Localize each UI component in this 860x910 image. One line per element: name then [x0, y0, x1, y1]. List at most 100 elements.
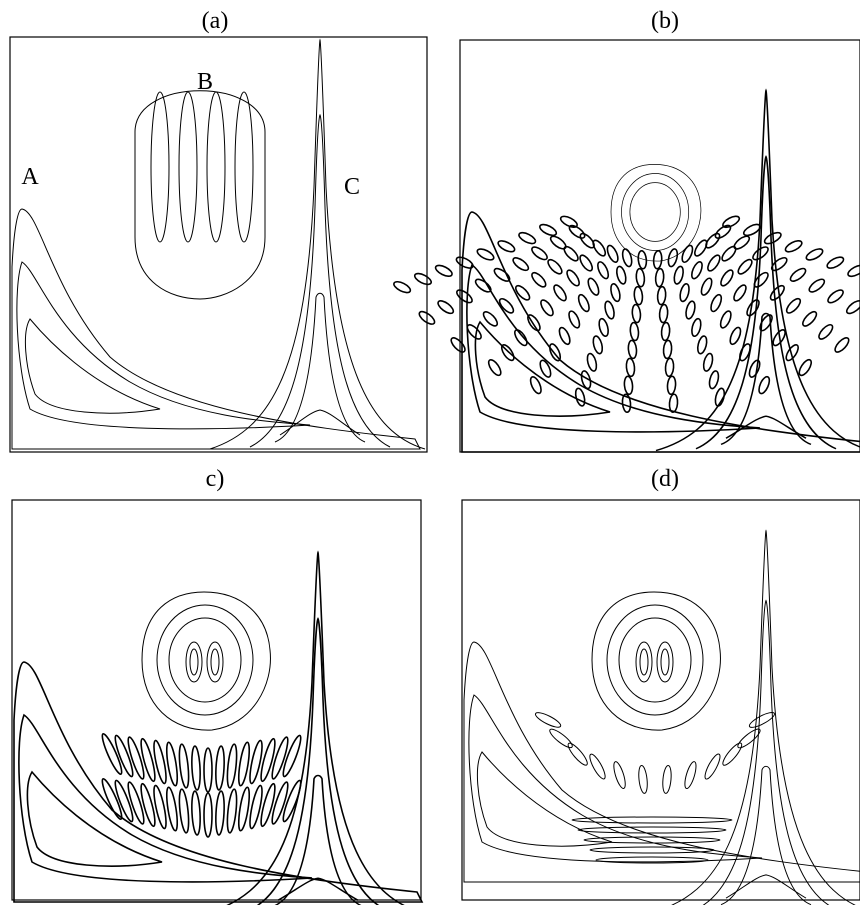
- contour-ripple: [248, 740, 265, 785]
- contour-ripple: [455, 255, 475, 270]
- contour-ripple: [636, 268, 646, 287]
- contour-ripple: [526, 313, 543, 332]
- contour-ripple: [655, 268, 664, 287]
- contour-ripple: [578, 253, 595, 272]
- contour-ripple: [657, 286, 666, 305]
- contour-ripple: [833, 336, 851, 355]
- contour-ripple: [565, 268, 582, 287]
- contour-ripple: [165, 742, 180, 787]
- contour-ripple: [586, 277, 601, 297]
- contour-ripple: [178, 744, 191, 789]
- panel-d: [462, 500, 860, 905]
- contour-ripple: [392, 280, 412, 295]
- contour-ripple: [673, 265, 685, 284]
- contour-ripple: [215, 791, 225, 835]
- contour-ripple: [567, 310, 582, 330]
- contour-ripple: [152, 740, 169, 785]
- contour-ripple: [745, 298, 762, 317]
- panel-label: (d): [651, 466, 679, 492]
- contour-ripple: [638, 250, 648, 269]
- contour-ripple: [747, 359, 762, 379]
- contour-ripple: [667, 376, 676, 395]
- contour-ripple: [204, 748, 212, 792]
- contour-ripple: [663, 340, 672, 359]
- contour-ripple: [630, 322, 640, 341]
- contour-ripple: [538, 222, 558, 237]
- panel-a: A B C: [10, 37, 427, 452]
- contour-ripple: [497, 239, 517, 254]
- contour-ripple: [758, 313, 775, 332]
- contour-ripple: [587, 752, 608, 780]
- contour-ripple: [626, 358, 636, 377]
- contour-ripple: [539, 298, 556, 317]
- contour-ripple: [662, 765, 673, 794]
- contour-b: [135, 91, 265, 299]
- contour-ripple: [683, 761, 699, 790]
- contour-ripple: [661, 322, 670, 341]
- contour-ripple: [609, 283, 621, 302]
- contour-ripple: [566, 741, 590, 768]
- contour-ripple: [628, 340, 638, 359]
- contour-ripple: [708, 370, 720, 389]
- contour-ripple: [413, 271, 433, 286]
- contour-ripple: [728, 326, 743, 346]
- contour-ripple: [548, 342, 563, 362]
- contour-ripple: [538, 359, 553, 379]
- contour-ripple: [634, 286, 644, 305]
- contour-ripple: [801, 310, 819, 329]
- contour-ripple: [603, 300, 615, 319]
- contour-ripple: [226, 744, 239, 789]
- contour-ripple: [719, 268, 736, 287]
- contour-ripple: [517, 230, 537, 245]
- figure: (a) (b) c) (d) A B C: [0, 0, 860, 905]
- contour-ripple: [514, 284, 532, 303]
- contour-ripple: [659, 304, 668, 323]
- contour-ripple: [436, 299, 455, 316]
- contour-ripple: [805, 247, 825, 262]
- contour-ripple: [597, 318, 609, 337]
- contour-ripple: [653, 250, 662, 269]
- contour-ripple: [215, 746, 225, 790]
- panel-label: c): [206, 466, 225, 492]
- contour-ripple: [738, 342, 753, 362]
- contour-ripple: [736, 257, 754, 276]
- contour-ripple: [757, 375, 772, 395]
- contour-ripple: [226, 789, 239, 834]
- contour-ripple: [702, 752, 722, 780]
- contour-ripple: [576, 293, 591, 313]
- contour-ripple: [596, 260, 611, 280]
- contour-ripple: [684, 300, 696, 319]
- contour-ripple: [826, 288, 845, 305]
- contour-ripple: [784, 297, 802, 316]
- annotation: A: [21, 164, 39, 190]
- contour-ripple: [732, 283, 749, 302]
- contour-ripple: [557, 326, 572, 346]
- contour-ripple: [605, 244, 620, 264]
- contour-ripple: [612, 761, 628, 790]
- contour-ripple: [449, 336, 467, 355]
- contour-ripple: [784, 343, 801, 362]
- frame: [10, 37, 427, 452]
- contour-ripple: [572, 817, 732, 823]
- contour-ripple: [690, 318, 702, 337]
- contour-ripple: [248, 785, 265, 830]
- contour-ripple: [702, 353, 714, 372]
- contour-ripple: [499, 343, 516, 362]
- contour-ripple: [718, 310, 733, 330]
- contour-ripple: [152, 785, 169, 830]
- panel-b: [392, 40, 860, 452]
- contour-ripple: [546, 257, 564, 276]
- contour-ripple: [530, 271, 548, 290]
- contour-ripple: [592, 335, 604, 354]
- contour-ripple: [669, 394, 678, 413]
- contour-ripple: [574, 387, 586, 406]
- contour-ripple: [690, 260, 705, 280]
- contour-ripple: [638, 765, 649, 794]
- contour-ripple: [748, 710, 777, 730]
- contour-ripple: [530, 245, 549, 262]
- contour-ripple: [492, 266, 511, 283]
- page: (a) (b) c) (d) A B C: [0, 0, 860, 905]
- panel-label: (a): [202, 8, 229, 34]
- panel-c: [12, 500, 423, 905]
- contour-ripple: [720, 741, 744, 768]
